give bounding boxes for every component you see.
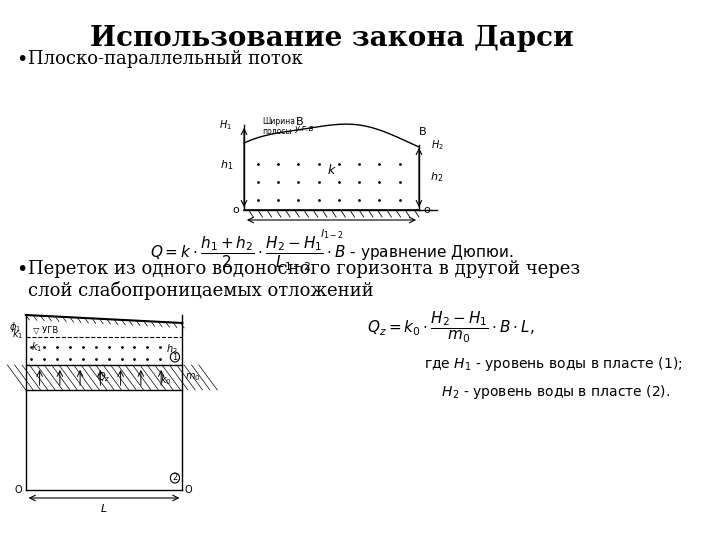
Text: $H_2$: $H_2$ <box>431 138 444 152</box>
Text: где $H_1$ - уровень воды в пласте (1);
    $H_2$ - уровень воды в пласте (2).: где $H_1$ - уровень воды в пласте (1); $… <box>423 355 682 401</box>
Text: ▽ УГВ: ▽ УГВ <box>33 326 58 335</box>
Text: $L$: $L$ <box>100 502 108 514</box>
Text: $h_2$: $h_2$ <box>430 170 444 184</box>
Text: B: B <box>419 127 426 137</box>
Text: $k$: $k$ <box>327 163 336 177</box>
Text: $H_1$: $H_1$ <box>219 118 232 132</box>
Text: o: o <box>233 205 240 215</box>
Text: $Q_z$: $Q_z$ <box>97 370 111 384</box>
Text: •: • <box>17 260 28 279</box>
Text: у.г.в: у.г.в <box>294 124 314 133</box>
Text: Плоско-параллельный поток: Плоско-параллельный поток <box>27 50 302 68</box>
Text: Использование закона Дарси: Использование закона Дарси <box>90 25 573 52</box>
Text: Переток из одного водоносного горизонта в другой через
слой слабопроницаемых отл: Переток из одного водоносного горизонта … <box>27 260 580 300</box>
Text: $k_0$: $k_0$ <box>160 373 171 387</box>
Text: 1: 1 <box>172 353 178 361</box>
Text: B: B <box>295 117 303 127</box>
Text: Ширина
полосы: Ширина полосы <box>262 117 295 137</box>
Text: $k_1$: $k_1$ <box>31 340 42 354</box>
Text: $k_1$: $k_1$ <box>12 327 23 341</box>
Text: $l_{1-2}$: $l_{1-2}$ <box>320 227 343 241</box>
Text: O: O <box>14 485 22 495</box>
Text: O: O <box>184 485 192 495</box>
Circle shape <box>171 473 179 483</box>
Circle shape <box>171 352 179 362</box>
Text: 2: 2 <box>172 474 178 483</box>
Text: $\phi_1$: $\phi_1$ <box>9 320 21 334</box>
Text: $h_1$: $h_1$ <box>220 158 233 172</box>
Text: $Q_z = k_0 \cdot \dfrac{H_2 - H_1}{m_0} \cdot B \cdot L,$: $Q_z = k_0 \cdot \dfrac{H_2 - H_1}{m_0} … <box>367 310 535 345</box>
Text: $m_0$: $m_0$ <box>185 372 200 383</box>
Text: $h_2$: $h_2$ <box>166 342 178 356</box>
Text: $Q = k \cdot \dfrac{h_1 + h_2}{2} \cdot \dfrac{H_2 - H_1}{L_{1-2}} \cdot B$ - ур: $Q = k \cdot \dfrac{h_1 + h_2}{2} \cdot … <box>150 235 513 273</box>
Text: •: • <box>17 50 28 69</box>
Text: o: o <box>423 205 431 215</box>
